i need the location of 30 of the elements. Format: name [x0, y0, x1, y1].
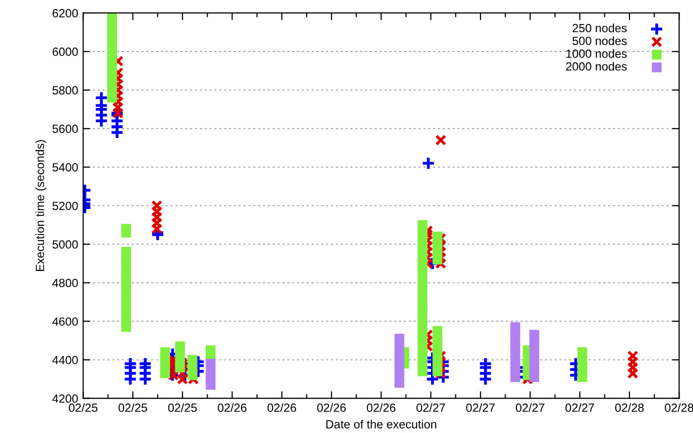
y-tick-label: 5800	[52, 86, 78, 94]
y-tick-label: 5200	[52, 202, 78, 210]
x-tick-label: 02/27	[416, 403, 445, 412]
x-tick-label: 02/26	[218, 403, 246, 412]
legend-label: 250 nodes	[572, 24, 627, 32]
y-tick-label: 5400	[52, 163, 78, 172]
legend-label: 2000 nodes	[566, 62, 627, 71]
legend-label: 500 nodes	[572, 36, 627, 46]
x-tick-label: 02/27	[516, 403, 544, 412]
x-tick-label: 02/26	[268, 403, 296, 412]
x-tick-label: 02/25	[68, 403, 98, 412]
y-tick-label: 6000	[52, 48, 78, 56]
x-tick-label: 02/25	[168, 403, 197, 412]
y-tick-label: 5600	[52, 124, 78, 133]
y-tick-label: 4200	[52, 394, 78, 403]
x-tick-label: 02/26	[317, 403, 346, 412]
legend-label: 1000 nodes	[566, 49, 627, 58]
x-tick-label: 02/28	[664, 403, 693, 412]
x-tick-label: 02/25	[118, 403, 148, 412]
x-tick-label: 02/26	[366, 403, 396, 412]
x-tick-label: 02/27	[466, 403, 495, 412]
y-tick-label: 4400	[52, 356, 78, 364]
y-tick-label: 6200	[52, 9, 78, 18]
y-axis-title: Execution time (seconds)	[35, 140, 46, 271]
y-tick-label: 4800	[52, 278, 78, 288]
y-tick-label: 4600	[52, 317, 78, 326]
x-axis-title: Date of the execution	[326, 420, 436, 428]
x-tick-label: 02/28	[615, 403, 644, 412]
x-tick-label: 02/27	[566, 403, 594, 412]
y-tick-label: 5000	[52, 240, 78, 249]
